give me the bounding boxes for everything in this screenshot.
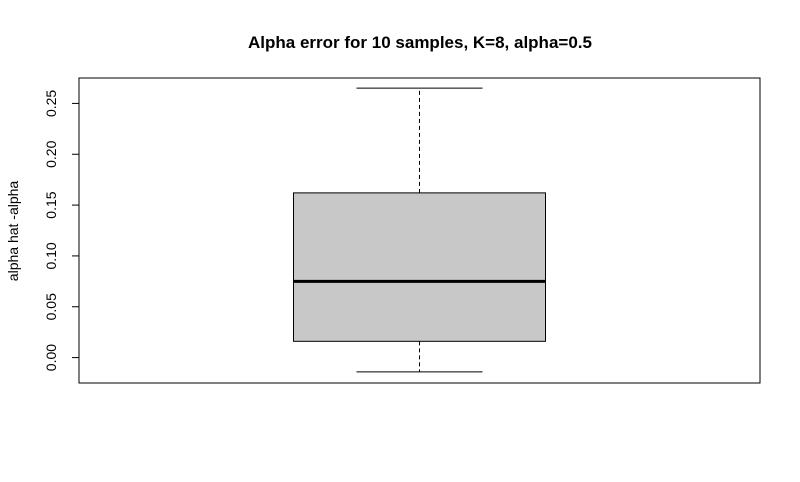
box-plot	[293, 87, 546, 373]
y-tick-label: 0.10	[43, 242, 59, 269]
y-axis-label: alpha hat -alpha	[5, 181, 21, 282]
y-tick-label: 0.20	[43, 140, 59, 167]
chart-title: Alpha error for 10 samples, K=8, alpha=0…	[248, 33, 592, 52]
y-axis: 0.00 0.05 0.10 0.15 0.20 0.25	[43, 90, 80, 371]
y-tick-label: 0.25	[43, 90, 59, 117]
y-tick-label: 0.05	[43, 293, 59, 320]
iqr-box	[293, 192, 546, 342]
y-tick-label: 0.15	[43, 191, 59, 218]
y-tick-label: 0.00	[43, 344, 59, 371]
